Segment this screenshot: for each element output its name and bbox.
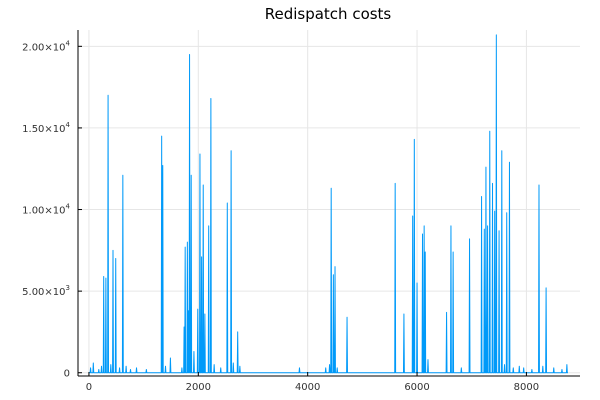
x-tick-label: 6000 [404, 382, 429, 393]
y-tick-exponent: 4 [66, 121, 71, 129]
axis-layer [77, 30, 580, 377]
y-tick-label: 2.00×104 [22, 39, 70, 53]
x-tick-label: 4000 [295, 382, 320, 393]
series-line-1 [88, 34, 568, 374]
y-tick-mantissa: 5.00×10 [22, 287, 65, 298]
chart-title: Redispatch costs [265, 5, 392, 23]
series-layer [88, 34, 568, 374]
x-tick-label: 2000 [186, 382, 211, 393]
y-tick-mantissa: 2.00×10 [22, 42, 65, 53]
grid-layer [78, 30, 580, 376]
y-tick-label: 0 [64, 369, 70, 380]
y-tick-mantissa: 1.50×10 [22, 124, 65, 135]
y-tick-exponent: 4 [66, 203, 71, 211]
y-tick-mantissa: 0 [64, 369, 70, 380]
plot-area: 0 2000 4000 6000 800005.00×1031.00×1041.50×1… [22, 30, 580, 393]
y-tick-exponent: 4 [66, 39, 71, 47]
y-tick-label: 1.00×104 [22, 203, 70, 217]
x-tick-label: 0 [86, 382, 92, 393]
y-tick-mantissa: 1.00×10 [22, 206, 65, 217]
tick-layer: 0 2000 4000 6000 800005.00×1031.00×1041.50×1… [22, 39, 539, 393]
y-tick-label: 1.50×104 [22, 121, 70, 135]
y-tick-exponent: 3 [66, 284, 70, 292]
y-tick-label: 5.00×103 [22, 284, 70, 298]
x-tick-label: 8000 [514, 382, 539, 393]
